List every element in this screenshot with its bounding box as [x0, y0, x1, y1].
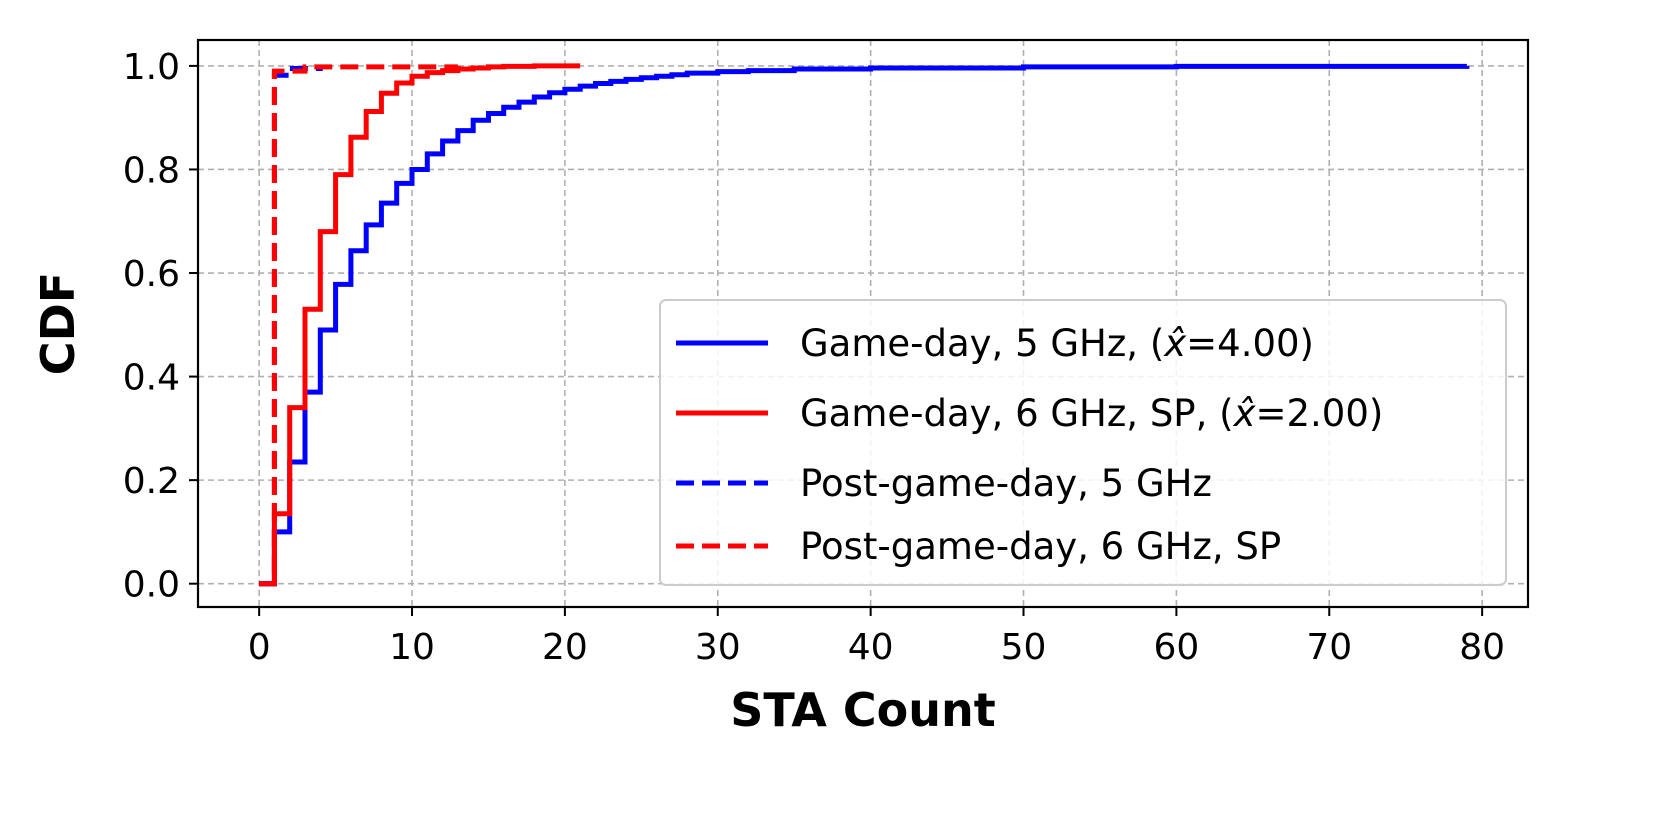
series-layer [259, 63, 1470, 587]
legend-label-var: x̂ [1233, 392, 1257, 435]
y-tick-label: 0.4 [123, 358, 180, 399]
x-tick-label: 50 [1001, 627, 1047, 668]
legend-label-1: Game-day, 6 GHz, SP, (x̂=2.00) [800, 392, 1383, 435]
x-tick-label: 60 [1153, 627, 1199, 668]
y-tick-label: 0.8 [123, 150, 180, 191]
x-tick-label: 30 [695, 627, 741, 668]
y-tick-label: 1.0 [123, 47, 180, 88]
x-tick-label: 0 [248, 627, 271, 668]
series-line-1 [259, 63, 581, 587]
plot-frame [196, 38, 1530, 609]
x-tick-label: 80 [1459, 627, 1505, 668]
x-tick-label: 40 [848, 627, 894, 668]
x-tick-label: 70 [1306, 627, 1352, 668]
y-tick-label: 0.2 [123, 461, 180, 502]
series-line-0 [259, 63, 1470, 587]
y-tick-label: 0.6 [123, 254, 180, 295]
x-tick-label: 10 [389, 627, 435, 668]
y-axis: 0.0 0.2 0.4 0.6 0.8 1.0 [123, 47, 198, 606]
legend-label-text: Game-day, 5 GHz, ( [800, 322, 1164, 365]
legend-label-end: =2.00) [1255, 392, 1383, 435]
y-axis-title: CDF [31, 272, 85, 375]
legend-label-3: Post-game-day, 6 GHz, SP [800, 525, 1281, 568]
series-line-3 [259, 64, 461, 587]
legend-label-text: Game-day, 6 GHz, SP, ( [800, 392, 1234, 435]
x-tick-label: 20 [542, 627, 588, 668]
legend-label-text: Post-game-day, 6 GHz, SP [800, 525, 1281, 568]
legend-label-end: =4.00) [1186, 322, 1314, 365]
x-axis-title: STA Count [730, 683, 995, 737]
legend-label-0: Game-day, 5 GHz, (x̂=4.00) [800, 322, 1314, 365]
x-axis: 0 10 20 30 40 50 60 70 80 [248, 607, 1505, 668]
legend-label-text: Post-game-day, 5 GHz [800, 462, 1212, 505]
legend-box [659, 299, 1507, 586]
legend-label-2: Post-game-day, 5 GHz [800, 462, 1212, 505]
legend: Game-day, 5 GHz, (x̂=4.00)Game-day, 6 GH… [659, 299, 1507, 586]
legend-label-var: x̂ [1163, 322, 1187, 365]
y-tick-label: 0.0 [123, 565, 180, 606]
